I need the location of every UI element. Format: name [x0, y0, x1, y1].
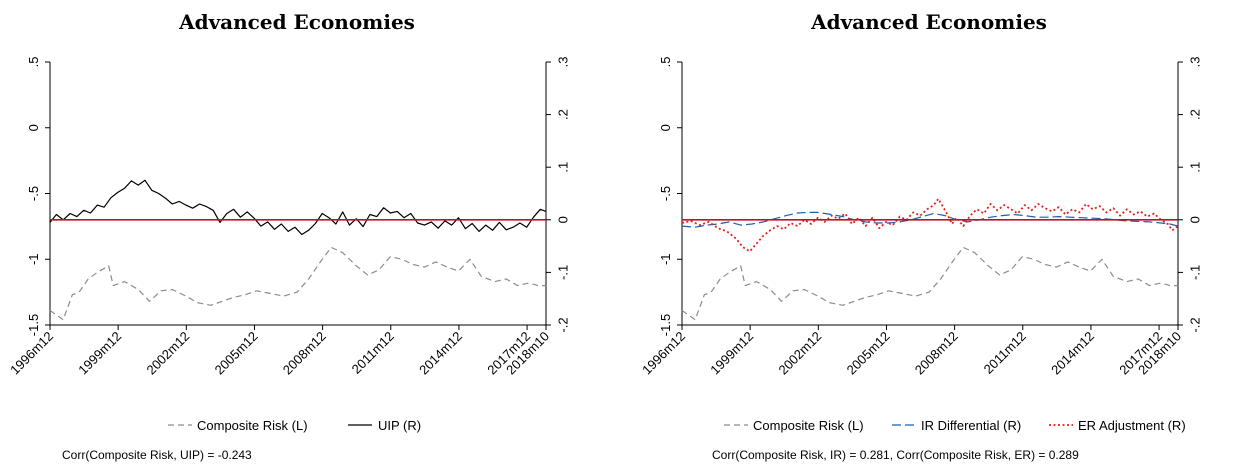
left-y-tick-label: -1.5 — [658, 314, 673, 336]
left-y-tick-label: 0 — [26, 124, 41, 131]
legend: Composite Risk (L) UIP (R) — [168, 418, 421, 433]
right-y-tick-label: -.1 — [1188, 265, 1203, 280]
right-panel: Advanced Economies -1.5 -1 -.5 0 .5 -.2 -.1 0 .1… — [639, 10, 1202, 462]
x-tick-label: 2014m12 — [416, 329, 465, 378]
left-y-tick-label: .5 — [658, 57, 673, 68]
x-tick-label: 2002m12 — [143, 329, 192, 378]
right-y-tick-label: .2 — [1188, 109, 1203, 120]
right-y-tick-label: -.1 — [556, 265, 571, 280]
chart-title: Advanced Economies — [178, 10, 415, 34]
legend-label-er-adjustment: ER Adjustment (R) — [1078, 418, 1186, 433]
left-y-tick-label: -.5 — [26, 186, 41, 201]
left-y-tick-label: .5 — [26, 57, 41, 68]
correlation-note: Corr(Composite Risk, UIP) = -0.243 — [62, 448, 252, 462]
x-tick-label: 2002m12 — [775, 329, 824, 378]
left-y-tick-label: 0 — [658, 124, 673, 131]
left-y-tick-label: -1.5 — [26, 314, 41, 336]
x-tick-label: 1999m12 — [707, 329, 756, 378]
right-y-tick-label: -.2 — [1188, 317, 1203, 332]
x-tick-label: 2011m12 — [981, 329, 1029, 377]
right-y-tick-label: .1 — [1188, 162, 1203, 173]
right-y-tick-label: -.2 — [556, 317, 571, 332]
right-y-tick-label: .3 — [556, 57, 571, 68]
series-line-ir-differential-r — [681, 211, 1179, 228]
left-y-tick-label: -.5 — [658, 186, 673, 201]
x-tick-label: 1999m12 — [75, 329, 124, 378]
x-tick-label: 2008m12 — [912, 329, 961, 378]
chart-title: Advanced Economies — [810, 10, 1047, 34]
x-tick-label: 2011m12 — [349, 329, 397, 377]
series-line-composite-risk-l — [49, 246, 546, 321]
left-panel: Advanced Economies -1.5 -1 -.5 0 .5 -.2 -.1 0 .1… — [7, 10, 570, 462]
left-y-tick-label: -1 — [658, 253, 673, 265]
correlation-note: Corr(Composite Risk, IR) = 0.281, Corr(C… — [712, 448, 1079, 462]
series-line-er-adjustment-r — [681, 197, 1179, 253]
x-tick-label: 2005m12 — [844, 329, 893, 378]
right-y-tick-label: .3 — [1188, 57, 1203, 68]
right-y-tick-label: 0 — [556, 216, 571, 223]
right-y-tick-label: 0 — [1188, 216, 1203, 223]
legend-label-ir-differential: IR Differential (R) — [921, 418, 1021, 433]
right-y-tick-label: .2 — [556, 109, 571, 120]
x-tick-label: 2005m12 — [212, 329, 261, 378]
x-tick-label: 2008m12 — [280, 329, 329, 378]
left-y-tick-label: -1 — [26, 253, 41, 265]
series-line-uip-r — [49, 179, 547, 236]
legend-label-composite-risk: Composite Risk (L) — [753, 418, 864, 433]
x-tick-label: 2014m12 — [1048, 329, 1097, 378]
right-y-tick-label: .1 — [556, 162, 571, 173]
legend-label-uip: UIP (R) — [378, 418, 421, 433]
legend-label-composite-risk: Composite Risk (L) — [197, 418, 308, 433]
legend: Composite Risk (L) IR Differential (R) E… — [724, 418, 1186, 433]
series-line-composite-risk-l — [681, 246, 1178, 321]
